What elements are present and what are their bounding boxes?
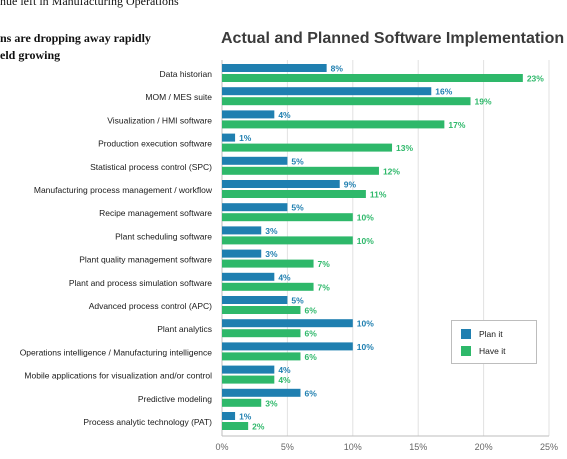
category-label: Statistical process control (SPC): [90, 162, 212, 172]
category-label: Production execution software: [98, 139, 212, 149]
data-label: 11%: [370, 190, 387, 200]
data-label: 4%: [278, 272, 291, 282]
category-label: Manufacturing process management / workf…: [34, 185, 213, 195]
data-label: 17%: [448, 120, 465, 130]
bar-plan-it: [222, 296, 288, 304]
data-label: 16%: [435, 87, 452, 97]
data-label: 2%: [252, 422, 265, 432]
data-label: 7%: [318, 282, 331, 292]
bar-have-it: [222, 375, 275, 384]
bar-plan-it: [222, 64, 327, 72]
category-label: Mobile applications for visualization an…: [24, 371, 212, 381]
bar-plan-it: [222, 133, 236, 142]
data-label: 5%: [291, 203, 304, 213]
data-label: 4%: [278, 375, 291, 385]
category-label: Plant quality management software: [79, 255, 212, 265]
bar-have-it: [222, 120, 445, 129]
bar-have-it: [222, 422, 249, 430]
bar-plan-it: [222, 249, 262, 258]
bar-have-it: [222, 398, 262, 407]
data-label: 5%: [291, 156, 304, 166]
data-label: 10%: [357, 319, 374, 329]
bar-have-it: [222, 166, 379, 175]
bar-plan-it: [222, 203, 288, 212]
bar-have-it: [222, 329, 301, 338]
bar-plan-it: [222, 342, 353, 351]
bar-have-it: [222, 74, 523, 82]
legend-swatch-have: [461, 346, 471, 356]
chart-title: Actual and Planned Software Implementati…: [221, 30, 565, 47]
bar-have-it: [222, 213, 353, 222]
data-label: 8%: [331, 64, 344, 74]
data-label: 4%: [278, 110, 291, 120]
bar-plan-it: [222, 388, 301, 397]
bar-plan-it: [222, 272, 275, 281]
background-article-text-top: nue left in Manufacturing Operations: [0, 0, 179, 8]
bar-have-it: [222, 259, 314, 268]
data-label: 10%: [357, 213, 374, 223]
bar-plan-it: [222, 110, 275, 119]
x-tick-label: 10%: [344, 442, 362, 452]
bar-plan-it: [222, 365, 275, 374]
bar-have-it: [222, 236, 353, 245]
category-label: Advanced process control (APC): [89, 301, 212, 311]
bar-have-it: [222, 190, 366, 198]
bar-plan-it: [222, 226, 262, 235]
bar-plan-it: [222, 319, 353, 328]
bar-plan-it: [222, 156, 288, 165]
data-label: 10%: [357, 342, 374, 352]
data-label: 1%: [239, 133, 252, 143]
category-label: Plant analytics: [157, 324, 212, 334]
background-article-text-line1: ns are dropping away rapidly: [0, 31, 151, 45]
bar-have-it: [222, 282, 314, 291]
legend-item-have: Have it: [461, 346, 505, 356]
data-label: 3%: [265, 249, 278, 259]
x-tick-label: 15%: [409, 442, 427, 452]
x-tick-label: 20%: [475, 442, 493, 452]
data-label: 23%: [527, 74, 544, 84]
bar-have-it: [222, 97, 471, 106]
bar-plan-it: [222, 180, 340, 188]
category-label: Visualization / HMI software: [107, 115, 212, 125]
data-label: 7%: [318, 259, 331, 269]
data-label: 6%: [304, 388, 317, 398]
legend-label-plan: Plan it: [479, 329, 503, 339]
category-label: Plant and process simulation software: [69, 278, 212, 288]
category-label: MOM / MES suite: [145, 92, 212, 102]
legend-item-plan: Plan it: [461, 329, 503, 339]
data-label: 3%: [265, 226, 278, 236]
background-article-text-line2: eld growing: [0, 48, 61, 62]
x-tick-label: 0%: [215, 442, 228, 452]
x-tick-label: 25%: [540, 442, 558, 452]
category-label: Process analytic technology (PAT): [83, 417, 212, 427]
bar-plan-it: [222, 87, 432, 96]
legend-swatch-plan: [461, 329, 471, 339]
bar-plan-it: [222, 412, 236, 420]
category-label: Data historian: [160, 69, 213, 79]
data-label: 10%: [357, 236, 374, 246]
category-label: Plant scheduling software: [115, 231, 212, 241]
data-label: 1%: [239, 412, 252, 422]
data-label: 6%: [304, 329, 317, 339]
bar-have-it: [222, 352, 301, 361]
data-label: 6%: [304, 306, 317, 316]
data-label: 19%: [475, 97, 492, 107]
data-label: 13%: [396, 143, 413, 153]
legend-label-have: Have it: [479, 346, 506, 356]
data-label: 9%: [344, 180, 357, 190]
bar-have-it: [222, 306, 301, 314]
data-label: 5%: [291, 296, 304, 306]
data-label: 12%: [383, 166, 400, 176]
data-label: 6%: [304, 352, 317, 362]
category-label: Predictive modeling: [138, 394, 212, 404]
category-label: Operations intelligence / Manufacturing …: [20, 347, 213, 357]
category-label: Recipe management software: [99, 208, 212, 218]
data-label: 4%: [278, 365, 291, 375]
bar-have-it: [222, 143, 393, 152]
data-label: 3%: [265, 398, 278, 408]
x-tick-label: 5%: [281, 442, 294, 452]
chart-legend: Plan it Have it: [451, 320, 537, 364]
